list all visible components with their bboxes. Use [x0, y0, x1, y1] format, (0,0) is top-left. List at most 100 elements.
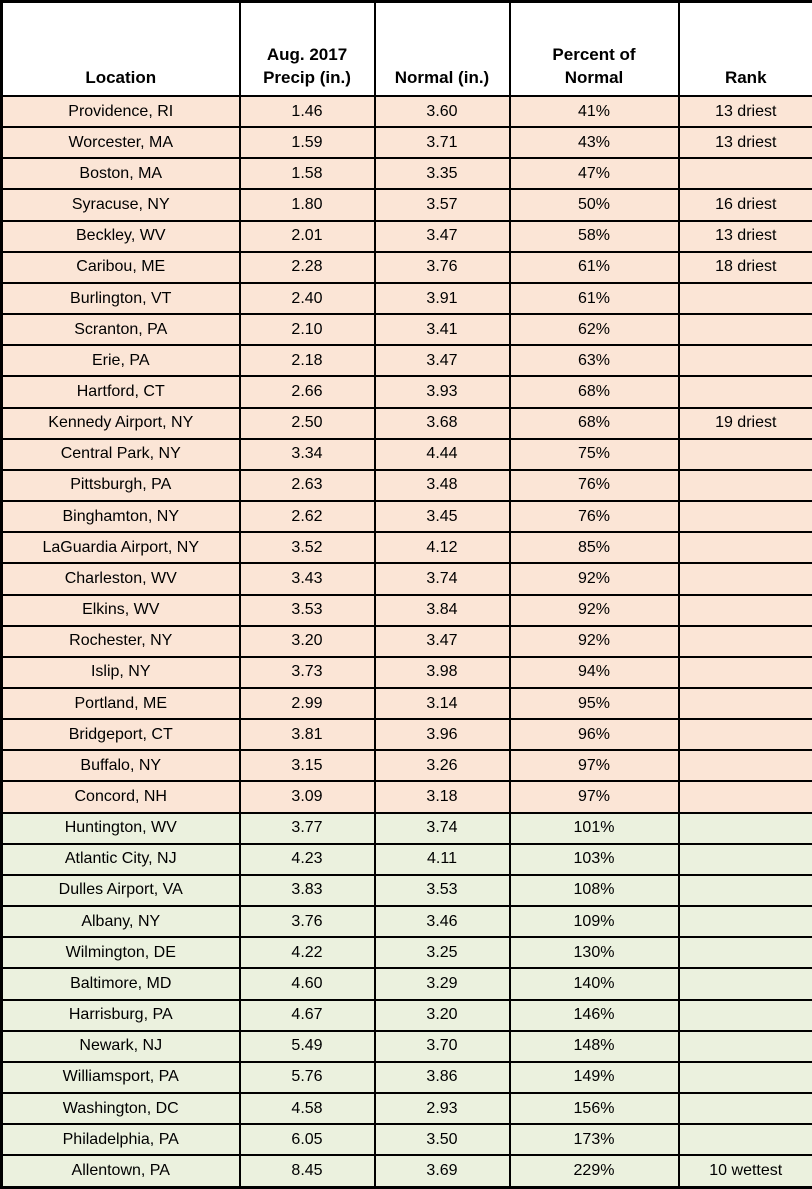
table-row: Binghamton, NY 2.62 3.45 76%	[0, 500, 812, 534]
cell-location: Rochester, NY	[0, 624, 241, 658]
cell-precip: 4.67	[238, 998, 376, 1032]
cell-rank: 18 driest	[677, 250, 812, 284]
cell-precip: 2.01	[238, 219, 376, 253]
cell-percent: 68%	[508, 375, 680, 409]
cell-location: Caribou, ME	[0, 250, 241, 284]
cell-rank	[677, 686, 812, 721]
cell-location: Wilmington, DE	[0, 936, 241, 970]
cell-location: Hartford, CT	[0, 375, 241, 409]
table-row: Burlington, VT 2.40 3.91 61%	[0, 281, 812, 316]
cell-rank	[677, 905, 812, 939]
table-row: Beckley, WV 2.01 3.47 58% 13 driest	[0, 219, 812, 253]
table-row: Wilmington, DE 4.22 3.25 130%	[0, 936, 812, 970]
cell-rank	[677, 313, 812, 347]
cell-normal: 2.93	[373, 1091, 511, 1126]
cell-percent: 149%	[508, 1060, 680, 1095]
cell-percent: 92%	[508, 624, 680, 658]
cell-location: Washington, DC	[0, 1091, 241, 1126]
cell-normal: 4.44	[373, 437, 511, 471]
cell-location: Atlantic City, NJ	[0, 842, 241, 876]
cell-precip: 2.50	[238, 406, 376, 440]
cell-percent: 61%	[508, 250, 680, 284]
cell-percent: 92%	[508, 562, 680, 596]
cell-rank	[677, 1123, 812, 1157]
col-header-percent: Percent of Normal	[508, 0, 680, 97]
cell-percent: 43%	[508, 126, 680, 160]
cell-precip: 3.20	[238, 624, 376, 658]
cell-normal: 3.53	[373, 873, 511, 908]
cell-percent: 62%	[508, 313, 680, 347]
cell-location: Charleston, WV	[0, 562, 241, 596]
cell-normal: 3.47	[373, 344, 511, 378]
col-header-location: Location	[0, 0, 241, 97]
cell-location: Harrisburg, PA	[0, 998, 241, 1032]
table-row: Elkins, WV 3.53 3.84 92%	[0, 593, 812, 627]
table-row: Hartford, CT 2.66 3.93 68%	[0, 375, 812, 409]
col-header-rank: Rank	[677, 0, 812, 97]
table-body: Providence, RI 1.46 3.60 41% 13 driest W…	[0, 94, 812, 1189]
cell-rank	[677, 562, 812, 596]
cell-location: Scranton, PA	[0, 313, 241, 347]
cell-percent: 96%	[508, 718, 680, 752]
cell-percent: 61%	[508, 281, 680, 316]
cell-percent: 140%	[508, 967, 680, 1001]
cell-percent: 58%	[508, 219, 680, 253]
cell-location: Beckley, WV	[0, 219, 241, 253]
cell-rank	[677, 811, 812, 845]
table-row: Kennedy Airport, NY 2.50 3.68 68% 19 dri…	[0, 406, 812, 440]
cell-precip: 4.23	[238, 842, 376, 876]
cell-rank	[677, 873, 812, 908]
cell-location: Kennedy Airport, NY	[0, 406, 241, 440]
cell-normal: 3.74	[373, 811, 511, 845]
cell-percent: 97%	[508, 749, 680, 783]
cell-percent: 97%	[508, 780, 680, 814]
cell-normal: 3.29	[373, 967, 511, 1001]
cell-normal: 3.26	[373, 749, 511, 783]
table-row: Pittsburgh, PA 2.63 3.48 76%	[0, 468, 812, 503]
cell-location: Newark, NJ	[0, 1029, 241, 1063]
cell-precip: 5.76	[238, 1060, 376, 1095]
cell-normal: 3.20	[373, 998, 511, 1032]
cell-percent: 92%	[508, 593, 680, 627]
cell-precip: 3.76	[238, 905, 376, 939]
cell-precip: 2.63	[238, 468, 376, 503]
col-header-precip: Aug. 2017 Precip (in.)	[238, 0, 376, 97]
cell-percent: 41%	[508, 94, 680, 129]
cell-rank	[677, 624, 812, 658]
cell-normal: 3.74	[373, 562, 511, 596]
cell-normal: 3.45	[373, 500, 511, 534]
table-row: Newark, NJ 5.49 3.70 148%	[0, 1029, 812, 1063]
cell-location: Buffalo, NY	[0, 749, 241, 783]
cell-precip: 1.80	[238, 188, 376, 222]
cell-rank	[677, 344, 812, 378]
cell-location: Pittsburgh, PA	[0, 468, 241, 503]
cell-rank	[677, 749, 812, 783]
cell-normal: 3.47	[373, 624, 511, 658]
cell-rank	[677, 500, 812, 534]
table-row: Scranton, PA 2.10 3.41 62%	[0, 313, 812, 347]
cell-normal: 4.11	[373, 842, 511, 876]
cell-percent: 94%	[508, 655, 680, 689]
cell-normal: 3.57	[373, 188, 511, 222]
cell-precip: 1.59	[238, 126, 376, 160]
table-row: Williamsport, PA 5.76 3.86 149%	[0, 1060, 812, 1095]
cell-location: Williamsport, PA	[0, 1060, 241, 1095]
cell-percent: 146%	[508, 998, 680, 1032]
cell-percent: 85%	[508, 531, 680, 565]
cell-rank	[677, 281, 812, 316]
cell-precip: 2.62	[238, 500, 376, 534]
cell-normal: 3.91	[373, 281, 511, 316]
table-row: Concord, NH 3.09 3.18 97%	[0, 780, 812, 814]
cell-normal: 3.70	[373, 1029, 511, 1063]
cell-precip: 8.45	[238, 1154, 376, 1189]
cell-rank: 13 driest	[677, 219, 812, 253]
cell-rank	[677, 842, 812, 876]
cell-precip: 3.73	[238, 655, 376, 689]
cell-location: Central Park, NY	[0, 437, 241, 471]
table-row: Allentown, PA 8.45 3.69 229% 10 wettest	[0, 1154, 812, 1189]
cell-normal: 3.46	[373, 905, 511, 939]
cell-percent: 130%	[508, 936, 680, 970]
cell-precip: 3.81	[238, 718, 376, 752]
cell-rank	[677, 1060, 812, 1095]
